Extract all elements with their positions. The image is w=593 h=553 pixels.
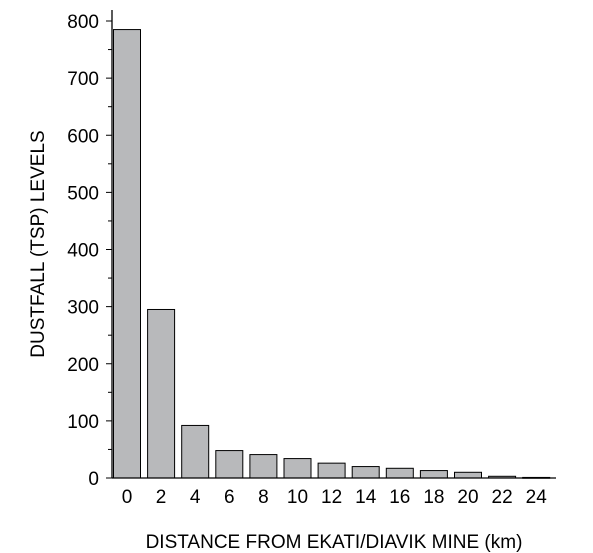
x-tick-label: 16 [389, 487, 410, 508]
x-tick-label: 24 [526, 487, 548, 508]
bar [385, 467, 414, 479]
plot-area [113, 29, 551, 479]
y-tick-label: 0 [88, 469, 99, 490]
y-tick-label: 400 [67, 241, 99, 262]
x-tick-label: 22 [492, 487, 513, 508]
bar [454, 471, 482, 479]
x-tick-label: 14 [355, 487, 377, 508]
y-tick-label: 200 [67, 355, 99, 376]
x-tick-label: 20 [457, 487, 478, 508]
x-tick-label: 6 [224, 487, 235, 508]
x-tick-label: 0 [122, 487, 133, 508]
bar [351, 466, 380, 479]
bar [283, 458, 312, 479]
y-axis-ticks: 0 100 200 300 400 500 600 700 800 [67, 12, 112, 490]
x-tick-label: 10 [287, 487, 308, 508]
y-tick-label: 600 [67, 126, 99, 147]
x-axis-title: DISTANCE FROM EKATI/DIAVIK MINE (km) [146, 532, 523, 553]
y-tick-label: 100 [67, 412, 99, 433]
x-tick-label: 18 [423, 487, 444, 508]
y-tick-label: 500 [67, 183, 99, 204]
bar [181, 424, 210, 479]
y-tick-label: 300 [67, 298, 99, 319]
bar [215, 450, 244, 479]
y-tick-label: 800 [67, 12, 99, 33]
y-tick-label: 700 [67, 69, 99, 90]
x-tick-label: 4 [190, 487, 201, 508]
x-tick-label: 12 [321, 487, 342, 508]
x-axis-ticks: 0 2 4 6 8 10 12 14 16 18 20 22 24 [122, 487, 547, 508]
bar [419, 470, 448, 479]
y-axis-title: DUSTFALL (TSP) LEVELS [28, 130, 49, 357]
x-tick-label: 8 [258, 487, 269, 508]
bar [147, 308, 176, 479]
x-tick-label: 2 [156, 487, 167, 508]
bar [249, 454, 278, 479]
bar [113, 29, 141, 479]
bar [317, 462, 346, 479]
